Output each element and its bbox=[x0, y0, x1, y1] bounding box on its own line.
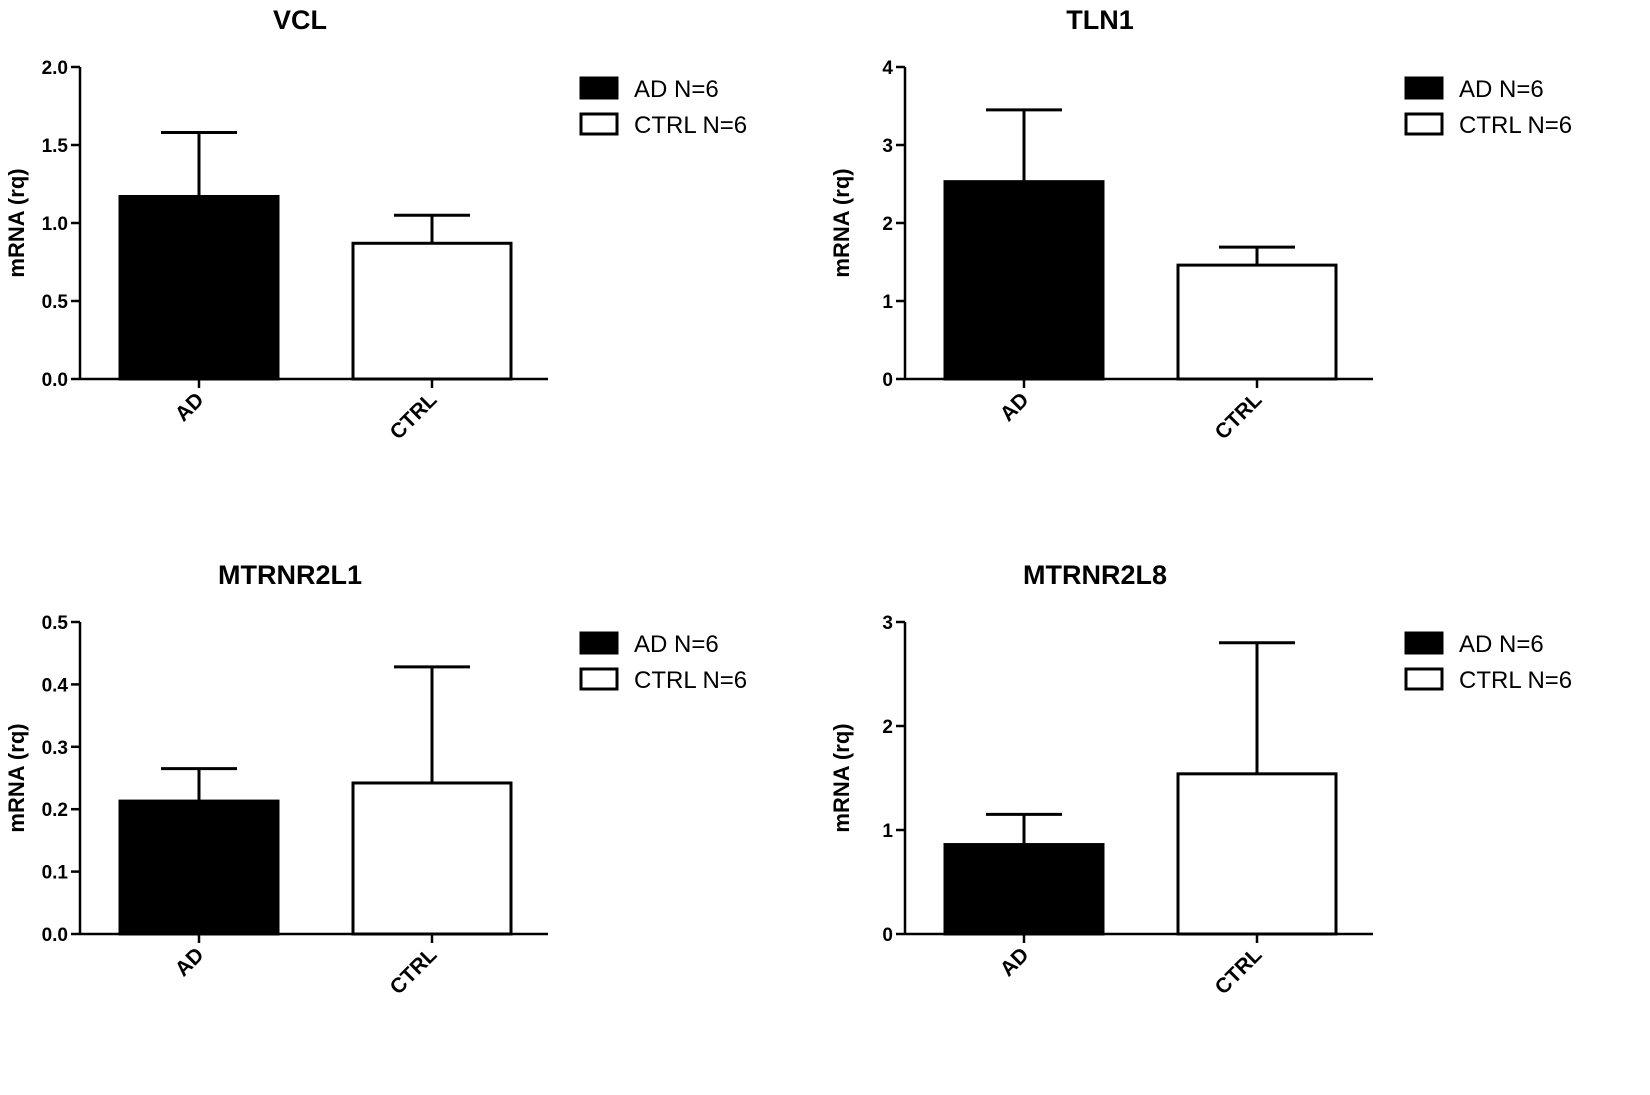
legend-label-1: CTRL N=6 bbox=[634, 112, 747, 139]
y-tick-label: 0.5 bbox=[42, 613, 69, 634]
legend-swatch-0 bbox=[579, 631, 619, 655]
y-tick-label: 4 bbox=[882, 58, 893, 79]
y-tick-label: 0.2 bbox=[42, 800, 68, 821]
y-axis-label: mRNA (rq) bbox=[829, 168, 854, 277]
y-tick-label: 0 bbox=[882, 370, 893, 391]
y-tick-label: 1.0 bbox=[42, 214, 68, 235]
legend-swatch-1 bbox=[579, 667, 619, 691]
y-tick-label: 0.4 bbox=[42, 675, 69, 696]
y-tick-label: 3 bbox=[882, 613, 893, 634]
bar-ad bbox=[943, 843, 1105, 936]
y-tick-label: 3 bbox=[882, 136, 893, 157]
x-tick-label-ctrl: CTRL bbox=[1211, 943, 1267, 999]
x-tick-label-ad: AD bbox=[996, 388, 1034, 426]
bar-ctrl bbox=[351, 781, 513, 936]
chart-title: MTRNR2L1 bbox=[218, 560, 362, 590]
legend-label-1: CTRL N=6 bbox=[1459, 112, 1572, 139]
legend-label-0: AD N=6 bbox=[1459, 76, 1544, 103]
bar-ctrl bbox=[351, 241, 513, 381]
x-tick-label-ctrl: CTRL bbox=[386, 943, 442, 999]
legend-swatch-1 bbox=[1404, 112, 1444, 136]
x-tick-label-ctrl: CTRL bbox=[386, 388, 442, 444]
chart-panel-mtrnr2l8: MTRNR2L8 mRNA (rq) 0 1 2 3 AD CTRL AD N=6 CTRL N=… bbox=[825, 555, 1650, 1095]
y-tick-label: 2 bbox=[882, 717, 893, 738]
chart-svg: MTRNR2L8 mRNA (rq) 0 1 2 3 AD CTRL AD N=6 CTRL N=… bbox=[829, 560, 1572, 999]
y-axis-label: mRNA (rq) bbox=[4, 168, 29, 277]
y-tick-label: 0.0 bbox=[42, 370, 68, 391]
y-tick-label: 0 bbox=[882, 925, 893, 946]
x-tick-label-ad: AD bbox=[996, 943, 1034, 981]
chart-panel-tln1: TLN1 mRNA (rq) 0 1 2 3 4 AD CTRL AD N=6 CTRL N=6 bbox=[825, 0, 1650, 540]
legend-label-0: AD N=6 bbox=[634, 76, 719, 103]
chart-panel-vcl: VCL mRNA (rq) 0.0 0.5 1.0 1.5 2.0 AD CTRL AD N=6 C… bbox=[0, 0, 825, 540]
x-tick-label-ctrl: CTRL bbox=[1211, 388, 1267, 444]
y-axis-label: mRNA (rq) bbox=[829, 723, 854, 832]
y-tick-label: 1 bbox=[882, 821, 893, 842]
y-tick-label: 0.0 bbox=[42, 925, 68, 946]
legend-swatch-0 bbox=[579, 76, 619, 100]
chart-panel-mtrnr2l1: MTRNR2L1 mRNA (rq) 0.0 0.1 0.2 0.3 0.4 0.5 AD CTR… bbox=[0, 555, 825, 1095]
legend-swatch-1 bbox=[579, 112, 619, 136]
chart-svg: MTRNR2L1 mRNA (rq) 0.0 0.1 0.2 0.3 0.4 0.5 AD CTR… bbox=[4, 560, 747, 999]
legend-label-0: AD N=6 bbox=[634, 631, 719, 658]
chart-title: MTRNR2L8 bbox=[1023, 560, 1167, 590]
x-tick-label-ad: AD bbox=[171, 943, 209, 981]
legend-swatch-0 bbox=[1404, 631, 1444, 655]
legend-swatch-1 bbox=[1404, 667, 1444, 691]
chart-svg: TLN1 mRNA (rq) 0 1 2 3 4 AD CTRL AD N=6 CTRL N=6 bbox=[829, 5, 1572, 444]
y-tick-label: 1 bbox=[882, 292, 893, 313]
bar-ctrl bbox=[1176, 263, 1338, 381]
legend-swatch-0 bbox=[1404, 76, 1444, 100]
y-axis-label: mRNA (rq) bbox=[4, 723, 29, 832]
x-tick-label-ad: AD bbox=[171, 388, 209, 426]
bar-ctrl bbox=[1176, 772, 1338, 936]
bar-ad bbox=[118, 799, 280, 936]
chart-title: VCL bbox=[273, 5, 327, 35]
y-tick-label: 2 bbox=[882, 214, 893, 235]
chart-svg: VCL mRNA (rq) 0.0 0.5 1.0 1.5 2.0 AD CTRL AD N=6 C… bbox=[4, 5, 747, 444]
y-tick-label: 2.0 bbox=[42, 58, 68, 79]
bar-ad bbox=[118, 194, 280, 381]
y-tick-label: 1.5 bbox=[42, 136, 69, 157]
y-tick-label: 0.3 bbox=[42, 738, 68, 759]
chart-title: TLN1 bbox=[1066, 5, 1134, 35]
legend-label-1: CTRL N=6 bbox=[634, 667, 747, 694]
legend-label-1: CTRL N=6 bbox=[1459, 667, 1572, 694]
bar-ad bbox=[943, 180, 1105, 381]
legend-label-0: AD N=6 bbox=[1459, 631, 1544, 658]
y-tick-label: 0.1 bbox=[42, 863, 69, 884]
y-tick-label: 0.5 bbox=[42, 292, 69, 313]
